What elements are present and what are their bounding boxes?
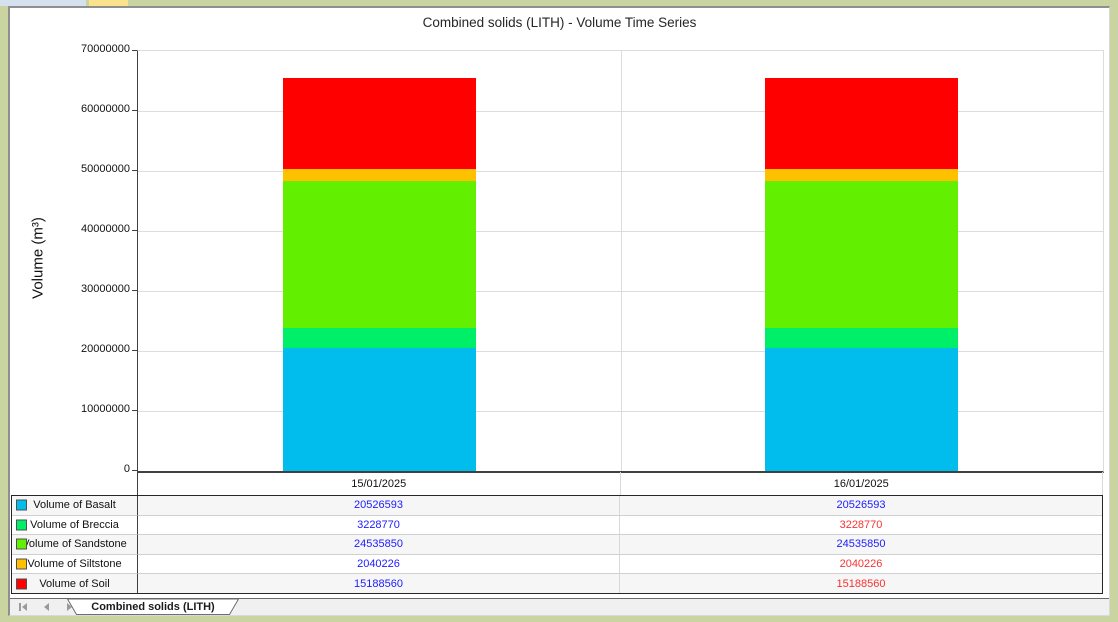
nav-first-button[interactable] (16, 601, 30, 613)
y-tick-mark (132, 50, 137, 51)
plot-area (137, 50, 1104, 473)
legend-row-label: Volume of Sandstone (12, 534, 138, 554)
date-header-cell: 16/01/2025 (833, 477, 889, 490)
series-value-cell: 2040226 (620, 553, 1102, 574)
left-arrow-icon (43, 603, 49, 611)
sheet-tab-label: Combined solids (LITH) (91, 600, 215, 613)
x-axis-date-header: 15/01/2025 16/01/2025 (137, 472, 1103, 495)
y-tick-label: 40000000 (81, 223, 130, 235)
y-tick-mark (132, 110, 137, 111)
y-axis-title: Volume (m³) (29, 217, 47, 299)
nav-next-button[interactable] (62, 601, 76, 613)
category-divider-gridline (620, 51, 622, 471)
series-color-swatch (16, 499, 27, 511)
y-tick-mark (132, 170, 137, 171)
y-tick-label: 60000000 (81, 103, 130, 115)
date-header-cell: 15/01/2025 (138, 472, 621, 495)
y-tick-label: 10000000 (81, 403, 130, 415)
y-tick-label: 20000000 (81, 343, 130, 355)
series-name: Volume of Siltstone (27, 558, 122, 571)
bar-segment-volume-of-siltstone[interactable] (765, 169, 959, 182)
legend-data-table: Volume of Basalt 20526593 20526593 Volume o… (11, 495, 1103, 594)
series-color-swatch (16, 578, 27, 590)
bar-segment-volume-of-sandstone[interactable] (282, 181, 476, 329)
series-value-cell: 15188560 (138, 573, 620, 593)
y-tick-mark (132, 290, 137, 291)
nav-bar-glyph (19, 603, 21, 611)
series-color-swatch (16, 538, 27, 550)
y-tick-mark (132, 410, 137, 411)
series-name: Volume of Basalt (33, 499, 116, 512)
bar-segment-volume-of-breccia[interactable] (765, 328, 959, 348)
series-value-cell: 20526593 (138, 496, 620, 515)
stacked-bar-15-01-2025 (282, 77, 476, 471)
y-tick-mark (132, 230, 137, 231)
y-tick-mark (132, 350, 137, 351)
right-arrow-icon (66, 603, 72, 611)
series-value-cell: 2040226 (138, 553, 620, 574)
series-value-cell: 24535850 (620, 534, 1102, 554)
legend-row-label: Volume of Basalt (12, 496, 138, 515)
series-value-cell: 3228770 (620, 514, 1102, 535)
chart-title: Combined solids (LITH) - Volume Time Ser… (422, 15, 697, 30)
top-accent-tab-blue (0, 0, 86, 6)
left-arrow-icon (22, 603, 27, 611)
series-value-cell: 15188560 (620, 573, 1102, 593)
y-tick-label: 30000000 (81, 283, 130, 295)
series-name: Volume of Breccia (30, 518, 119, 531)
series-color-swatch (16, 558, 27, 570)
bar-segment-volume-of-soil[interactable] (765, 77, 959, 170)
series-value-cell: 20526593 (620, 496, 1102, 515)
y-tick-mark (132, 470, 137, 471)
nav-previous-button[interactable] (39, 601, 53, 613)
series-name: Volume of Soil (39, 577, 110, 590)
sheet-tab-shape (67, 599, 239, 615)
sheet-tab-bar: Combined solids (LITH) (10, 598, 1109, 615)
bar-segment-volume-of-siltstone[interactable] (282, 169, 476, 182)
sheet-tab[interactable]: Combined solids (LITH) (67, 599, 239, 615)
series-name: Volume of Sandstone (22, 538, 127, 551)
top-accent-tab-yellow (89, 0, 128, 6)
chart-panel: Combined solids (LITH) - Volume Time Ser… (8, 6, 1110, 616)
series-value-cell: 3228770 (138, 514, 620, 535)
bar-segment-volume-of-sandstone[interactable] (765, 181, 959, 329)
y-tick-label: 50000000 (81, 163, 130, 175)
series-value-cell: 24535850 (138, 534, 620, 554)
bar-segment-volume-of-basalt[interactable] (765, 347, 959, 471)
bar-segment-volume-of-breccia[interactable] (282, 328, 476, 348)
y-tick-label: 70000000 (81, 43, 130, 55)
legend-row-label: Volume of Soil (12, 573, 138, 593)
y-tick-label: 0 (123, 463, 130, 475)
legend-row-label: Volume of Siltstone (12, 553, 138, 574)
series-color-swatch (16, 519, 27, 531)
bar-segment-volume-of-basalt[interactable] (282, 347, 476, 471)
legend-row-label: Volume of Breccia (12, 514, 138, 535)
stacked-bar-16-01-2025 (765, 77, 959, 471)
bar-segment-volume-of-soil[interactable] (282, 77, 476, 170)
